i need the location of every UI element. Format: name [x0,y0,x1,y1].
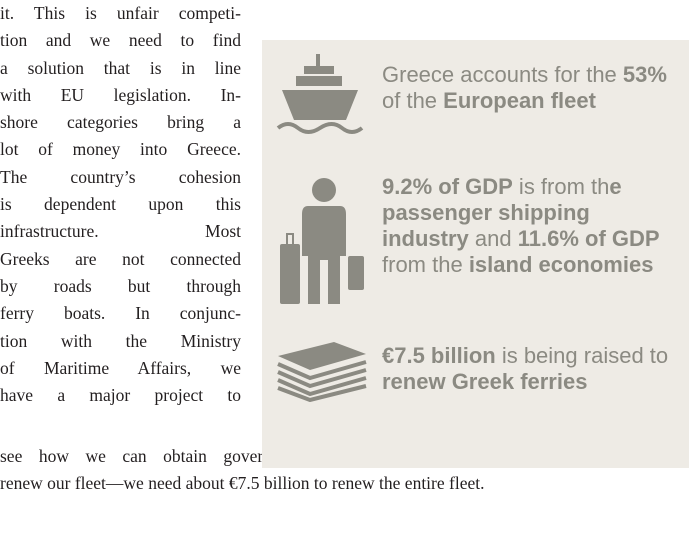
text-line: is dependent upon this [0,194,241,215]
text-line: lot of money into Greece. [0,139,241,160]
money-icon [277,342,367,402]
stat-text: Greece accounts for the [382,62,623,87]
stat-text: and [468,226,518,251]
text-line: a solution that is in line [0,57,241,78]
stat-text: 11.6% of GDP [517,226,660,251]
traveller-icon [280,178,364,304]
stat-text: is being raised to [495,343,669,368]
text-line: The country’s cohesion [0,166,241,187]
text-line: infrastructure. Most [0,221,241,242]
text-line: ferry boats. In conjunc- [0,303,241,324]
infobox: Greece accounts for the 53% of the Europ… [262,40,689,468]
stat-text: 53% [622,62,667,87]
text-line: shore categories bring a [0,112,241,133]
text-line: tion and we need to find [0,30,241,51]
text-line: Greeks are not connected [0,248,241,269]
ship-icon [276,54,364,134]
stat-text: European fleet [443,88,596,113]
stat-gdp: 9.2% of GDP is from the passenger shippi… [382,174,682,278]
text-line: of Maritime Affairs, we [0,357,241,378]
stat-text: is from th [512,174,610,199]
stat-text: from the [382,252,469,277]
stat-text: €7.5 billion [382,343,496,368]
text-line: with EU legislation. In- [0,84,241,105]
text-line: it. This is unfair competi- [0,3,241,23]
stat-ships: Greece accounts for the 53% of the Europ… [382,62,682,114]
stat-text: 9.2% of GDP [382,174,513,199]
stat-text: renew Greek ferries [382,369,588,394]
text-line: tion with the Ministry [0,330,241,351]
text-line: have a major project to [0,385,241,406]
stat-text: e passenger shipping industry [382,174,622,251]
stat-text: of the [382,88,444,113]
text-line: by roads but through [0,275,241,296]
text-column: it. This is unfair competi-tion and we n… [0,0,241,409]
stat-billion: €7.5 billion is being raised to renew Gr… [382,343,682,395]
text-line: renew our fleet—we need about €7.5 billi… [0,473,485,494]
stat-text: island economies [468,252,654,277]
